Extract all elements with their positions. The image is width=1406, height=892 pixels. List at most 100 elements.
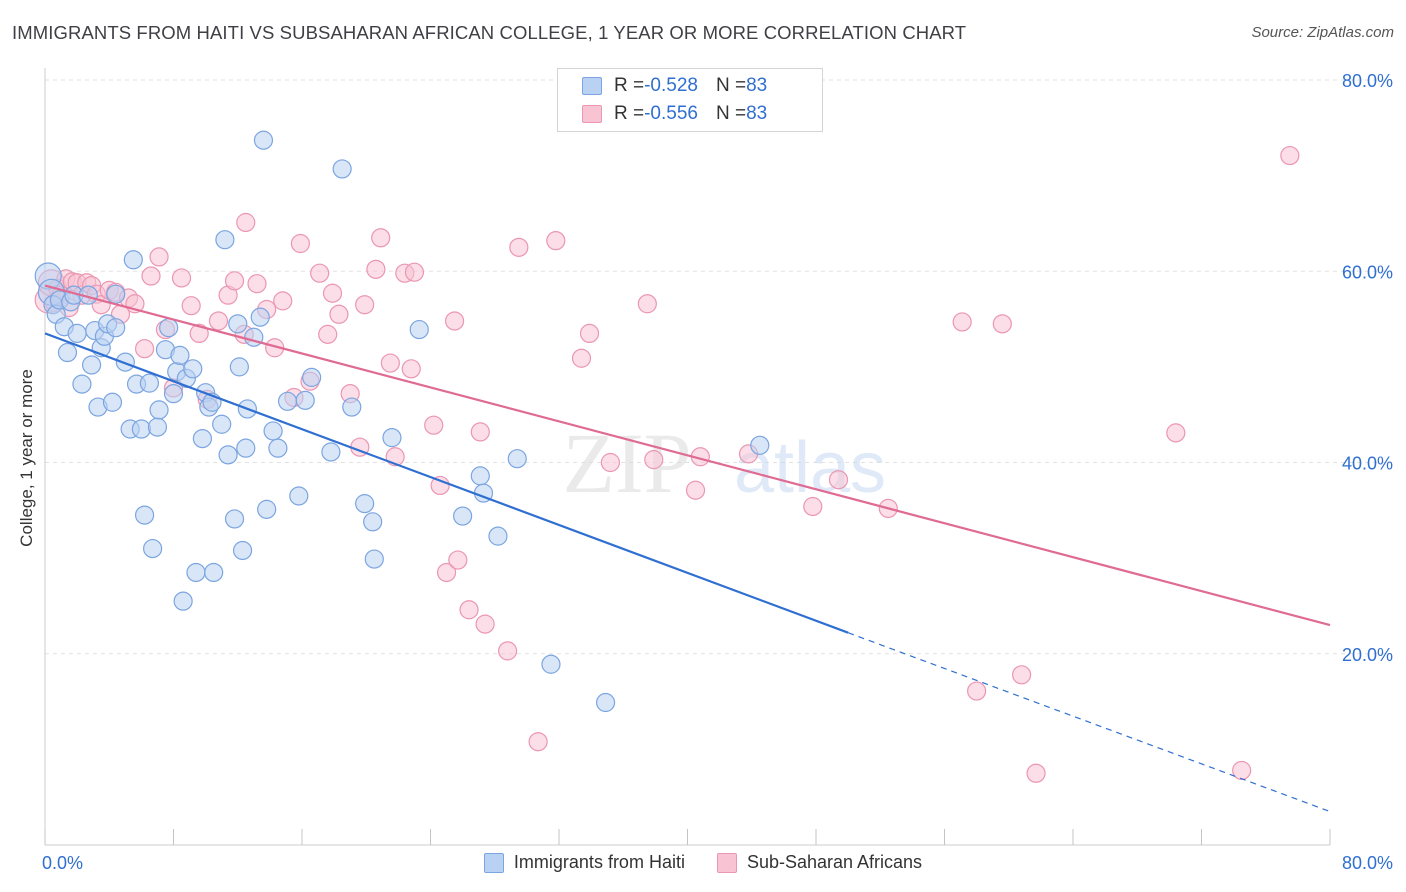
ssa-trend-line [44, 284, 1331, 627]
watermark: ZIP atlas [563, 415, 887, 511]
ssa-point-74 [803, 496, 823, 517]
haiti-point-50 [229, 357, 249, 377]
y-tick-labels: 20.0% 40.0% 60.0% 80.0% [1342, 71, 1393, 665]
haiti-point-45 [212, 414, 232, 434]
series-legend: Immigrants from Haiti Sub-Saharan Africa… [0, 852, 1406, 873]
haiti-point-40 [192, 428, 213, 449]
ssa-point-79 [992, 314, 1012, 334]
legend-label-ssa: Sub-Saharan Africans [746, 852, 923, 872]
ssa-point-62 [498, 641, 518, 661]
haiti-point-18 [102, 392, 123, 412]
ssa-point-19 [134, 339, 155, 359]
ssa-point-20 [141, 266, 161, 286]
ssa-point-82 [1166, 423, 1186, 443]
ssa-point-24 [171, 268, 192, 288]
ssa-point-75 [828, 470, 849, 490]
haiti-point-44 [204, 562, 224, 583]
ssa-point-47 [366, 259, 386, 279]
ssa-point-66 [571, 348, 592, 368]
ssa-point-77 [952, 312, 972, 332]
ssa-point-56 [436, 562, 457, 583]
haiti-point-23 [123, 250, 143, 270]
ssa-point-30 [224, 271, 245, 291]
legend-label-haiti: Immigrants from Haiti [513, 852, 685, 872]
ssa-point-36 [273, 291, 293, 311]
haiti-point-65 [332, 159, 352, 179]
haiti-point-48 [224, 509, 245, 529]
ssa-point-28 [208, 311, 229, 331]
haiti-point-29 [147, 417, 168, 437]
haiti-point-68 [363, 512, 383, 532]
haiti-trend-line-extension [847, 632, 1331, 813]
ssa-point-60 [470, 422, 490, 442]
haiti-point-20 [106, 318, 126, 338]
haiti-point-46 [215, 230, 235, 250]
series-immigrants-from-haiti [34, 130, 770, 713]
ssa-point-21 [149, 247, 169, 267]
legend-ssa-r-value: -0.556 [644, 103, 698, 124]
haiti-point-67 [355, 494, 375, 514]
haiti-point-32 [159, 318, 179, 338]
ssa-point-59 [459, 600, 479, 620]
ssa-point-80 [1011, 665, 1032, 685]
haiti-point-35 [170, 345, 190, 365]
legend-swatch-haiti [582, 77, 602, 95]
haiti-point-10 [72, 374, 92, 394]
y-tick-label-80: 80.0% [1342, 71, 1393, 91]
ssa-point-33 [247, 274, 267, 294]
y-tick-label-20: 20.0% [1342, 645, 1393, 665]
haiti-point-76 [507, 449, 527, 469]
x-axis-min-label: 0.0% [42, 853, 84, 873]
haiti-point-39 [186, 562, 206, 583]
haiti-point-49 [228, 314, 248, 334]
legend-swatch-haiti-bottom [483, 852, 504, 873]
haiti-point-25 [131, 419, 151, 439]
ssa-point-41 [318, 324, 338, 344]
haiti-point-51 [232, 540, 253, 561]
haiti-trend-line [44, 332, 849, 634]
haiti-point-64 [321, 442, 341, 462]
ssa-point-55 [430, 475, 450, 496]
ssa-point-57 [444, 311, 465, 331]
legend-haiti-n-label: N = [715, 75, 747, 96]
haiti-point-12 [81, 355, 102, 375]
source-label: Source: ZipAtlas.com [1251, 24, 1394, 41]
legend-haiti-r-value: -0.528 [644, 75, 698, 96]
ssa-point-54 [424, 415, 444, 435]
haiti-point-38 [183, 359, 203, 379]
ssa-point-42 [322, 283, 343, 303]
ssa-point-83 [1232, 760, 1252, 781]
haiti-point-36 [173, 591, 193, 611]
haiti-point-57 [257, 499, 277, 519]
ssa-point-64 [528, 732, 548, 752]
haiti-point-56 [253, 130, 274, 150]
ssa-point-67 [579, 323, 600, 344]
haiti-point-30 [149, 400, 169, 420]
ssa-point-25 [181, 296, 201, 316]
legend-item-ssa[interactable]: Sub-Saharan Africans [716, 852, 923, 873]
haiti-point-72 [453, 506, 473, 526]
haiti-point-33 [163, 384, 184, 404]
haiti-point-78 [595, 692, 616, 713]
ssa-point-61 [475, 614, 495, 634]
ssa-point-63 [509, 237, 529, 257]
haiti-point-77 [541, 654, 561, 674]
haiti-point-61 [289, 486, 309, 506]
ssa-point-52 [401, 359, 421, 379]
haiti-point-47 [218, 445, 238, 465]
legend-item-haiti[interactable]: Immigrants from Haiti [483, 852, 685, 873]
ssa-point-40 [310, 263, 330, 283]
legend-ssa-n-label: N = [715, 103, 747, 124]
haiti-point-28 [143, 538, 163, 559]
haiti-point-73 [470, 466, 490, 486]
ssa-point-48 [371, 228, 391, 248]
ssa-point-43 [329, 304, 349, 324]
haiti-point-69 [364, 549, 384, 569]
ssa-point-26 [189, 323, 209, 344]
axes [44, 68, 1331, 846]
haiti-point-19 [106, 284, 126, 304]
haiti-point-60 [277, 391, 298, 411]
haiti-point-27 [139, 373, 160, 393]
trend-lines [44, 284, 1331, 813]
